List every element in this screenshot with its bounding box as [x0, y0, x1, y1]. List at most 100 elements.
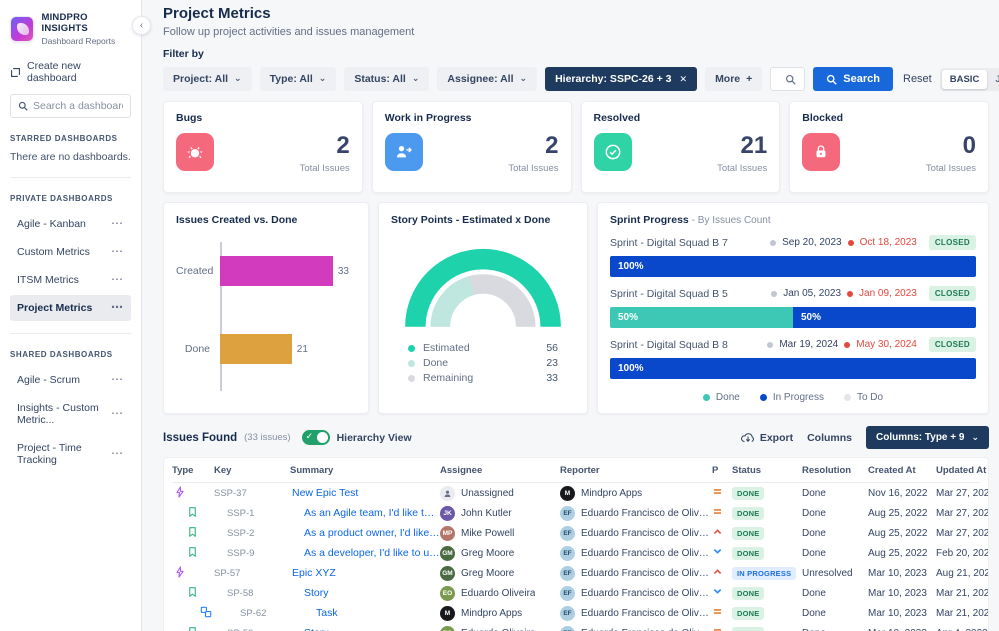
- item-menu-icon[interactable]: ⋯: [111, 216, 124, 231]
- issue-type-cell: [172, 506, 214, 521]
- updated-at-cell: Mar 21, 2023: [936, 587, 989, 599]
- item-menu-icon[interactable]: ⋯: [111, 272, 124, 287]
- issue-summary-link[interactable]: Task: [316, 607, 338, 619]
- legend-value: 56: [546, 342, 558, 354]
- hierarchy-filter-chip[interactable]: Hierarchy: SSPC-26 + 3 ✕: [545, 67, 698, 91]
- column-header[interactable]: P: [712, 465, 719, 476]
- column-header[interactable]: Type: [172, 465, 194, 476]
- metric-card-title: Resolved: [593, 112, 641, 124]
- updated-at-cell: Feb 20, 2025: [936, 547, 989, 559]
- column-header[interactable]: Created At: [868, 465, 916, 476]
- issue-summary-link[interactable]: New Epic Test: [292, 487, 359, 499]
- hierarchy-view-toggle[interactable]: ✓: [301, 430, 330, 445]
- priority-medium-icon: [713, 509, 722, 514]
- table-row[interactable]: SSP-9 As a developer, I'd like to up... GM…: [172, 543, 988, 563]
- chevron-down-icon: ⌄: [519, 73, 528, 84]
- columns-config-button[interactable]: Columns: Type + 9 ⌄: [866, 426, 989, 449]
- filter-dropdown-label: Project: All: [173, 73, 229, 85]
- metric-card-caption: Total Issues: [508, 163, 559, 175]
- priority-medium-icon: [713, 489, 722, 494]
- issue-type-cell: [172, 586, 214, 601]
- table-row[interactable]: SSP-1 As an Agile team, I'd like to l... J…: [172, 503, 988, 523]
- table-row[interactable]: SP-57 Epic XYZ GM Greg Moore EF Eduardo Franc…: [172, 563, 988, 583]
- columns-button[interactable]: Columns: [807, 431, 852, 444]
- updated-at-cell: Mar 27, 2025: [936, 507, 989, 519]
- item-menu-icon[interactable]: ⋯: [111, 300, 124, 315]
- filter-dropdown[interactable]: Status: All ⌄: [344, 67, 430, 91]
- sidebar-item[interactable]: ITSM Metrics ⋯: [10, 267, 131, 293]
- sidebar-collapse-button[interactable]: ‹: [132, 16, 151, 35]
- assignee-name: Eduardo Oliveira: [461, 628, 535, 631]
- column-header[interactable]: Assignee: [440, 465, 483, 476]
- legend-dot: [843, 394, 851, 401]
- priority-low-icon: [713, 588, 722, 594]
- column-header[interactable]: Reporter: [560, 465, 600, 476]
- brand-title: MINDPRO INSIGHTS: [41, 12, 88, 34]
- assignee-name: Greg Moore: [461, 547, 515, 559]
- priority-cell: [712, 526, 732, 540]
- avatar: GM: [440, 545, 455, 561]
- filter-dropdown[interactable]: Type: All ⌄: [259, 67, 337, 91]
- filter-dropdown[interactable]: Assignee: All ⌄: [437, 67, 538, 91]
- item-menu-icon[interactable]: ⋯: [111, 244, 124, 259]
- sidebar-item[interactable]: Project - Time Tracking ⋯: [10, 435, 131, 473]
- issue-summary-link[interactable]: Story: [290, 627, 440, 631]
- start-date-dot: [767, 341, 774, 348]
- sidebar-item[interactable]: Insights - Custom Metric... ⋯: [10, 395, 131, 433]
- hierarchy-view-label: Hierarchy View: [336, 431, 412, 444]
- reset-button[interactable]: Reset: [903, 73, 932, 85]
- item-menu-icon[interactable]: ⋯: [111, 372, 124, 387]
- sidebar-item[interactable]: Project Metrics ⋯: [10, 295, 131, 321]
- close-icon[interactable]: ✕: [679, 73, 688, 84]
- sidebar-item[interactable]: Custom Metrics ⋯: [10, 239, 131, 265]
- created-at-cell: Nov 16, 2022: [868, 487, 928, 499]
- sprint-legend: Done In Progress To Do: [610, 392, 976, 403]
- chart-title: Story Points - Estimated x Done: [391, 214, 551, 226]
- page-title: Project Metrics: [163, 5, 271, 22]
- issue-summary-link[interactable]: As an Agile team, I'd like to l...: [304, 507, 440, 519]
- shared-section-label: SHARED DASHBOARDS: [10, 350, 113, 359]
- legend-item: Done 23: [408, 357, 558, 369]
- table-row[interactable]: SP-58 Story EO Eduardo Oliveira EF Eduardo Fr…: [172, 583, 988, 603]
- legend-item: Done: [702, 392, 740, 403]
- column-header[interactable]: Key: [214, 465, 232, 476]
- avatar: MP: [440, 525, 455, 541]
- search-button[interactable]: Search: [813, 67, 893, 91]
- sidebar-item-label: Agile - Kanban: [17, 218, 86, 230]
- column-header[interactable]: Status: [732, 465, 762, 476]
- issue-summary-link[interactable]: Story: [304, 587, 329, 599]
- create-dashboard-button[interactable]: Create new dashboard: [10, 60, 131, 84]
- sprint-header: Sprint - Digital Squad B 5 Jan 05, 2023 Ja…: [610, 286, 976, 301]
- column-header[interactable]: Summary: [290, 465, 334, 476]
- issue-summary-link[interactable]: As a product owner, I'd like t...: [304, 527, 440, 539]
- table-row[interactable]: SP-59StoryEO Eduardo Oliveira EF Eduardo Fr…: [172, 623, 988, 631]
- sidebar-item[interactable]: Agile - Scrum ⋯: [10, 367, 131, 393]
- search-icon: [826, 74, 838, 85]
- reporter-cell: EF Eduardo Francisco de Oliveira: [560, 605, 712, 621]
- issue-summary-link[interactable]: As a developer, I'd like to up...: [304, 547, 440, 559]
- reporter-cell: EF Eduardo Francisco de Oliveira: [560, 505, 712, 521]
- export-button[interactable]: Export: [740, 432, 793, 444]
- item-menu-icon[interactable]: ⋯: [111, 446, 124, 461]
- issue-key: SP-58: [227, 587, 254, 599]
- table-row[interactable]: SSP-37 New Epic Test Unassigned M Mindpro Ap…: [172, 483, 988, 503]
- avatar: JK: [440, 505, 455, 521]
- avatar: M: [560, 485, 575, 501]
- more-filters-button[interactable]: More +: [705, 67, 763, 91]
- column-header[interactable]: Updated At: [936, 465, 987, 476]
- priority-cell: [712, 626, 732, 631]
- table-row[interactable]: SSP-2 As a product owner, I'd like t... MP…: [172, 523, 988, 543]
- legend-item: Estimated 56: [408, 342, 558, 354]
- mode-basic-button[interactable]: BASIC: [941, 69, 988, 89]
- table-row[interactable]: SP-62 Task M Mindpro Apps EF Eduardo Francisc…: [172, 603, 988, 623]
- sidebar-item[interactable]: Agile - Kanban ⋯: [10, 211, 131, 237]
- sprint-name: Sprint - Digital Squad B 8: [610, 338, 728, 351]
- column-header[interactable]: Resolution: [802, 465, 852, 476]
- dashboard-search-input[interactable]: [33, 100, 123, 112]
- mode-jql-button[interactable]: JQL: [995, 73, 999, 85]
- reporter-cell: M Mindpro Apps: [560, 485, 712, 501]
- issue-key: SSP-37: [214, 487, 247, 499]
- item-menu-icon[interactable]: ⋯: [111, 406, 124, 421]
- filter-dropdown[interactable]: Project: All ⌄: [163, 67, 252, 91]
- issue-summary-link[interactable]: Epic XYZ: [292, 567, 336, 579]
